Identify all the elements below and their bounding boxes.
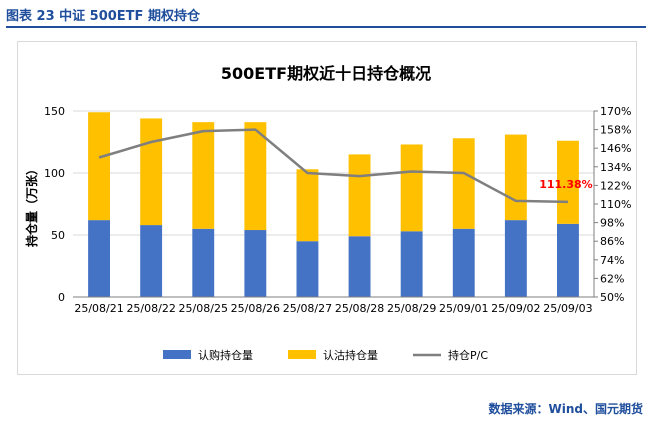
chart-title: 500ETF期权近十日持仓概况	[221, 64, 431, 83]
legend-swatch-put	[288, 350, 316, 359]
legend-swatch-call	[163, 350, 191, 359]
y-tick-label: 50	[51, 229, 65, 242]
bar-call	[296, 241, 319, 297]
y2-tick-label: 62%	[600, 272, 624, 285]
x-tick-label: 25/08/29	[387, 302, 436, 315]
pc-last-value-label: 111.38%	[539, 178, 592, 191]
x-tick-label: 25/09/03	[543, 302, 592, 315]
bar-put	[400, 144, 423, 232]
y-tick-label: 100	[44, 167, 65, 180]
bar-put	[88, 112, 110, 221]
legend-label: 认沽持仓量	[323, 348, 378, 362]
figure-label: 图表 23 中证 500ETF 期权持仓	[6, 9, 200, 24]
y2-tick-label: 122%	[600, 179, 631, 192]
x-tick-label: 25/09/01	[439, 302, 488, 315]
y2-tick-label: 50%	[600, 291, 624, 304]
bar-put	[557, 140, 579, 224]
bar-call	[348, 236, 371, 297]
axes: 0 50 100 150 50% 62% 74% 86% 98% 110% 122% 134% 146%…	[44, 105, 631, 315]
y-tick-label: 0	[58, 291, 65, 304]
y-axis-label: 持仓量（万张）	[24, 163, 39, 247]
legend: 认购持仓量 认沽持仓量 持仓P/C	[163, 348, 488, 362]
bar-put	[140, 118, 163, 226]
x-tick-label: 25/08/21	[74, 302, 123, 315]
chart-frame	[17, 41, 637, 375]
bar-call	[140, 225, 163, 297]
y2-tick-label: 158%	[600, 124, 631, 137]
bar-put	[296, 169, 319, 242]
bar-call	[504, 220, 527, 297]
bars	[88, 112, 579, 297]
y2-tick-label: 86%	[600, 235, 624, 248]
y-tick-label: 150	[44, 105, 65, 118]
y2-tick-label: 134%	[600, 161, 631, 174]
x-tick-label: 25/09/02	[491, 302, 540, 315]
x-tick-label: 25/08/26	[231, 302, 280, 315]
bar-call	[400, 231, 423, 297]
bar-put	[192, 122, 215, 229]
title-rule	[6, 26, 646, 28]
bar-put	[348, 154, 371, 237]
y2-tick-label: 146%	[600, 142, 631, 155]
bar-call	[452, 228, 475, 297]
y2-tick-label: 110%	[600, 198, 631, 211]
x-tick-label: 25/08/27	[283, 302, 332, 315]
x-tick-label: 25/08/25	[179, 302, 228, 315]
bar-call	[244, 230, 267, 297]
bar-call	[192, 228, 215, 297]
pc-series-line	[98, 128, 568, 204]
bar-call	[557, 223, 579, 297]
bar-put	[504, 134, 527, 221]
legend-label: 持仓P/C	[448, 348, 488, 362]
bar-put	[452, 138, 475, 229]
legend-label: 认购持仓量	[198, 348, 253, 362]
y2-tick-label: 98%	[600, 217, 624, 230]
source-note: 数据来源：Wind、国元期货	[488, 402, 643, 416]
pc-line: 111.38%	[98, 128, 593, 204]
x-tick-label: 25/08/22	[126, 302, 175, 315]
x-tick-label: 25/08/28	[335, 302, 384, 315]
y2-tick-label: 74%	[600, 254, 624, 267]
bar-call	[88, 220, 110, 297]
bar-put	[244, 122, 267, 231]
y2-tick-label: 170%	[600, 105, 631, 118]
